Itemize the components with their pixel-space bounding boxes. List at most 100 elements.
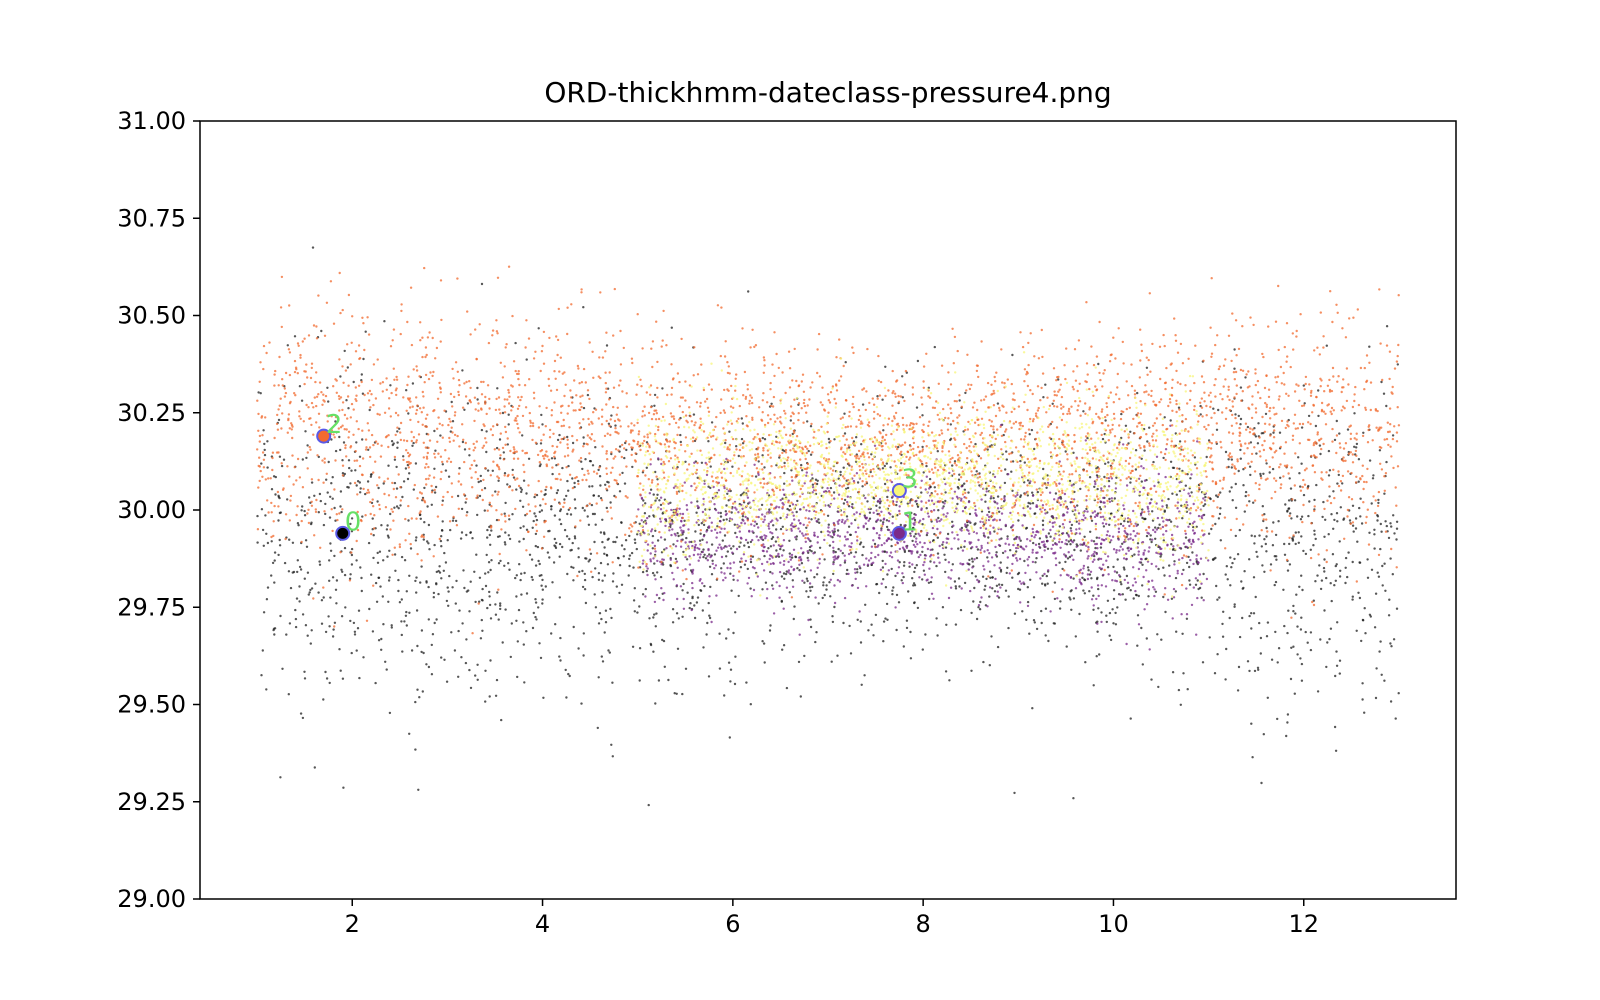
scatter-point [1126,581,1130,584]
scatter-point [1302,404,1306,407]
scatter-point [1125,407,1129,411]
scatter-point [754,344,758,347]
scatter-point [1233,605,1236,608]
scatter-point [849,551,853,554]
scatter-point [732,561,736,564]
scatter-point [990,635,993,638]
scatter-point [1148,546,1151,549]
scatter-point [308,591,311,594]
scatter-point [1335,563,1338,566]
scatter-point [635,547,638,551]
scatter-point [877,544,880,547]
scatter-point [909,532,912,535]
scatter-point [1258,483,1261,486]
scatter-point [742,519,745,522]
scatter-point [994,553,998,557]
scatter-point [964,523,967,526]
scatter-point [401,650,404,653]
scatter-point [1181,448,1185,451]
scatter-point [1094,546,1097,550]
scatter-point [974,512,977,515]
scatter-point [802,534,805,537]
scatter-point [294,617,298,621]
scatter-point [781,648,784,651]
scatter-point [816,479,819,482]
scatter-point [791,585,795,588]
scatter-point [811,483,815,486]
scatter-point [714,495,717,498]
scatter-point [608,485,611,488]
scatter-point [1130,363,1133,366]
scatter-point [273,559,276,562]
scatter-point [495,446,499,450]
scatter-point [1058,388,1061,391]
scatter-point [265,598,269,601]
scatter-point [1173,317,1176,320]
scatter-point [303,337,306,340]
scatter-point [841,518,844,522]
scatter-point [1084,661,1087,664]
scatter-point [381,595,384,598]
scatter-point [1010,452,1013,455]
scatter-point [1331,553,1335,556]
scatter-point [1151,424,1155,427]
scatter-point [679,433,682,437]
scatter-point [1005,458,1008,461]
scatter-point [878,537,881,540]
scatter-point [983,550,986,553]
scatter-point [392,367,395,370]
scatter-point [1269,417,1272,420]
scatter-point [833,584,836,587]
scatter-point [896,559,900,562]
scatter-point [938,519,941,523]
scatter-point [742,499,745,502]
scatter-point [556,489,560,492]
scatter-point [1126,532,1129,536]
scatter-point [488,503,491,506]
scatter-point [702,548,705,551]
scatter-point [1116,386,1119,389]
scatter-point [433,452,436,455]
scatter-point [882,429,885,432]
scatter-point [1353,393,1356,396]
scatter-point [487,571,490,574]
scatter-point [1299,518,1303,521]
scatter-point [417,788,420,791]
scatter-point [935,617,938,620]
scatter-point [1137,532,1141,535]
scatter-point [603,574,607,577]
scatter-point [443,551,446,555]
scatter-point [496,493,499,496]
scatter-point [1011,353,1014,357]
scatter-point [803,570,807,573]
scatter-point [1019,495,1022,499]
scatter-point [315,325,318,328]
scatter-point [947,561,951,564]
scatter-point [488,407,491,410]
scatter-point [1325,665,1328,669]
scatter-point [707,601,710,605]
scatter-point [1041,504,1045,507]
scatter-point [1127,538,1130,541]
scatter-point [779,547,782,551]
scatter-point [696,500,699,503]
scatter-point [410,439,413,443]
scatter-point [1031,527,1034,531]
scatter-point [676,433,679,437]
scatter-point [1016,493,1019,497]
scatter-point [466,402,470,405]
scatter-point [773,331,776,334]
scatter-point [910,552,913,555]
scatter-point [663,665,666,668]
scatter-point [735,535,739,539]
scatter-point [920,479,923,482]
scatter-point [767,547,770,550]
scatter-point [1373,528,1376,531]
scatter-point [901,546,905,549]
scatter-point [936,450,939,453]
scatter-point [372,443,375,447]
scatter-point [867,559,871,562]
scatter-point [676,532,679,535]
scatter-point [604,609,608,612]
scatter-point [815,519,818,523]
